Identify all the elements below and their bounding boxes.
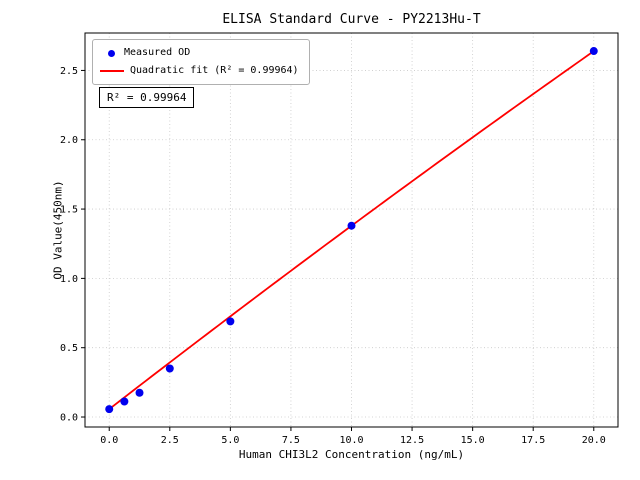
x-tick-label: 5.0 — [221, 435, 239, 446]
x-tick-label: 0.0 — [100, 435, 118, 446]
y-tick-label: 0.5 — [60, 343, 78, 354]
x-tick-label: 7.5 — [282, 435, 300, 446]
scatter-point — [165, 364, 174, 373]
x-axis-label: Human CHI3L2 Concentration (ng/mL) — [238, 448, 465, 461]
legend-entry-measured-od: Measured OD — [100, 44, 299, 62]
r-squared-annotation: R² = 0.99964 — [99, 87, 195, 108]
y-tick-label: 1.5 — [60, 205, 78, 216]
scatter-marker-icon — [108, 49, 115, 57]
scatter-point — [226, 317, 235, 326]
scatter-point — [347, 221, 356, 230]
legend-label-measured-od: Measured OD — [124, 47, 191, 58]
legend-label-quadratic-fit: Quadratic fit (R² = 0.99964) — [130, 65, 299, 76]
x-tick-label: 2.5 — [161, 435, 179, 446]
scatter-point — [120, 397, 129, 406]
scatter-point — [589, 47, 598, 56]
scatter-point — [135, 388, 144, 397]
y-tick-label: 2.0 — [60, 135, 78, 146]
y-tick-label: 2.5 — [60, 66, 78, 77]
x-tick-label: 20.0 — [582, 435, 606, 446]
scatter-point — [105, 405, 114, 414]
legend-entry-quadratic-fit: Quadratic fit (R² = 0.99964) — [100, 62, 299, 80]
y-axis-label: OD Value(450nm) — [51, 180, 65, 280]
line-marker-icon — [100, 70, 124, 72]
x-tick-label: 10.0 — [339, 435, 363, 446]
y-tick-label: 1.0 — [60, 274, 78, 285]
legend: Measured OD Quadratic fit (R² = 0.99964) — [92, 39, 310, 85]
x-tick-label: 15.0 — [461, 435, 485, 446]
y-tick-label: 0.0 — [60, 413, 78, 424]
chart-title: ELISA Standard Curve - PY2213Hu-T — [222, 12, 481, 27]
x-tick-label: 17.5 — [521, 435, 545, 446]
x-tick-label: 12.5 — [400, 435, 424, 446]
